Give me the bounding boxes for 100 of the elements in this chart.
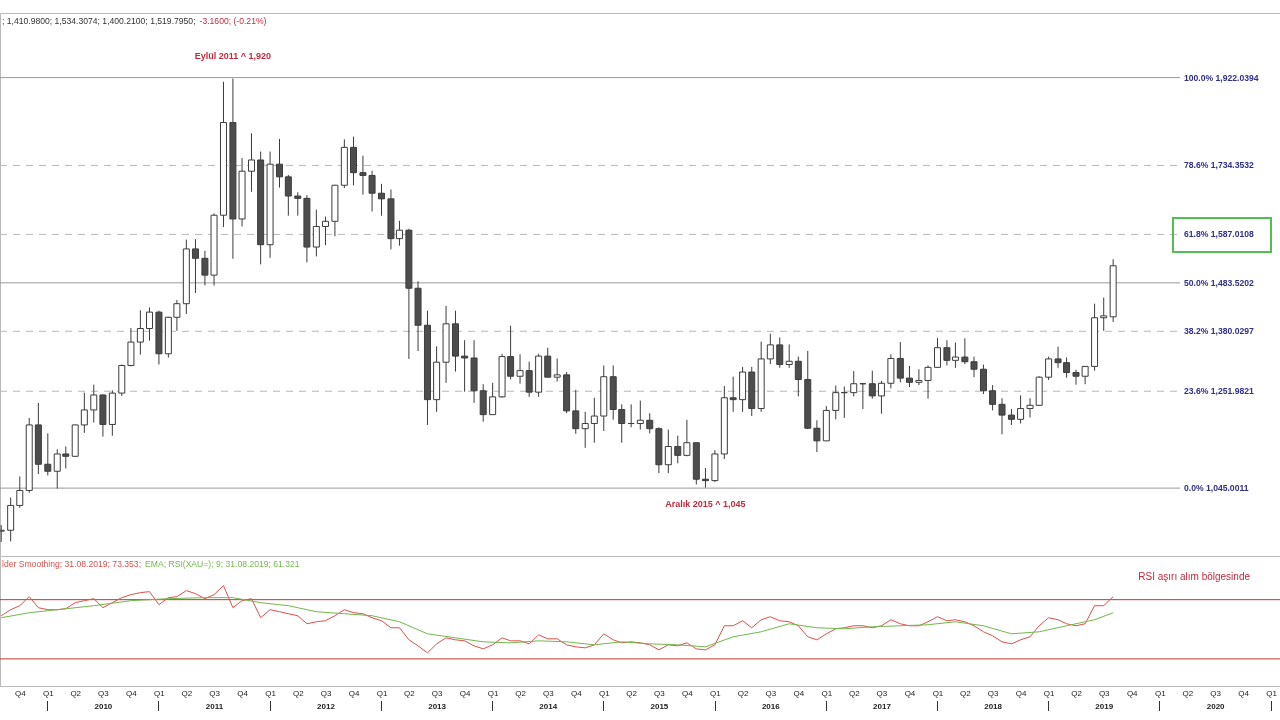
candlestick	[933, 337, 941, 368]
x-tick-label: Q4	[570, 688, 583, 698]
x-tick-label: Q4	[904, 688, 916, 698]
candlestick	[664, 429, 672, 474]
x-tick-label: Q4	[1126, 688, 1139, 698]
x-tick-label: Q4	[793, 688, 805, 698]
x-tick-label: Q2	[404, 688, 416, 698]
candlestick	[877, 380, 885, 415]
candlestick	[146, 306, 153, 342]
candlestick	[525, 361, 533, 398]
x2-tick-label: 2010	[94, 701, 113, 711]
annotation: Eylül 2011 ^ 1,920	[194, 50, 272, 61]
candlestick	[674, 435, 682, 464]
candlestick	[544, 347, 552, 378]
candlestick	[998, 397, 1006, 435]
x-tick-label: Q1	[1154, 688, 1167, 698]
candlestick	[479, 383, 487, 423]
x-tick-label: Q1	[376, 688, 388, 698]
x-tick-label: Q1	[487, 688, 500, 698]
ref-line-label: 50.0% 1,483.5202	[1184, 277, 1254, 288]
candlestick	[378, 183, 385, 217]
x-tick-label: Q1	[598, 688, 611, 698]
x2-tick-label: 2013	[428, 701, 447, 711]
candlestick	[294, 191, 302, 217]
x-tick-label: Q3	[654, 688, 666, 698]
candlestick	[247, 132, 255, 193]
candlestick	[80, 392, 88, 434]
x-tick-label: Q3	[765, 688, 777, 698]
x-tick-label: Q3	[320, 688, 332, 698]
ref-line-label: 0.0% 1,045.0011	[1184, 483, 1249, 494]
x-tick-label: Q3	[542, 688, 555, 698]
text: RSI aşırı alım bölgesinde	[1138, 571, 1250, 582]
x-tick-label: Q4	[1015, 688, 1027, 698]
candlestick	[766, 333, 774, 365]
candlestick	[553, 357, 561, 382]
candlestick	[90, 384, 98, 424]
x2-tick-label: 2015	[650, 701, 669, 711]
candlestick	[832, 385, 840, 420]
x-tick-label: Q2	[626, 688, 638, 698]
candlestick	[461, 339, 469, 393]
x-tick-label: Q1	[1266, 688, 1278, 698]
candlestick	[850, 370, 858, 397]
x-tick-label: Q4	[459, 688, 472, 698]
candlestick	[276, 138, 284, 189]
x-tick-label: Q4	[1238, 688, 1250, 698]
text: EMA; RSI(XAU=); 9; 31.08.2019; 61.321	[145, 559, 300, 569]
x2-tick-label: 2016	[761, 701, 781, 711]
x2-tick-label: 2014	[539, 701, 558, 711]
candlestick	[16, 475, 24, 509]
candlestick	[1026, 397, 1034, 418]
x-tick-label: Q2	[1071, 688, 1083, 698]
candlestick	[572, 389, 580, 435]
x-tick-label: Q3	[431, 688, 443, 698]
annotation: ; 1,410.9800; 1,534.3074; 1,400.2100; 1,519.7950;	[2, 16, 196, 26]
x-tick-label: Q1	[710, 688, 722, 698]
x2-tick-label: 2019	[1095, 701, 1114, 711]
x-tick-label: Q3	[1210, 688, 1222, 698]
x-tick-label: Q1	[265, 688, 277, 698]
ref-line-label: 23.6% 1,251.9821	[1184, 386, 1254, 397]
x2-tick-label: 2012	[317, 701, 336, 711]
candlestick	[729, 376, 737, 413]
candlestick	[581, 411, 589, 449]
candlestick	[813, 419, 821, 453]
candlestick	[1045, 356, 1053, 381]
x-tick-label: Q3	[98, 688, 110, 698]
candlestick	[989, 384, 997, 411]
candlestick	[590, 397, 598, 444]
x-tick-label: Q1	[821, 688, 833, 698]
candlestick	[979, 364, 987, 395]
annotation: Aralık 2015 ^ 1,045	[665, 499, 746, 510]
x-tick-label: Q1	[154, 688, 166, 698]
text: lder Smoothing; 31.08.2019; 73.353;	[2, 559, 142, 569]
x-tick-label: Q2	[181, 688, 193, 698]
candlestick	[284, 174, 292, 217]
candlestick	[312, 209, 320, 257]
x-tick-label: Q4	[237, 688, 249, 698]
annotation: -3.1600; (-0.21%)	[199, 16, 267, 26]
candlestick	[516, 353, 524, 385]
candlestick	[321, 216, 329, 246]
x-tick-label: Q3	[1098, 688, 1111, 698]
candlestick	[489, 382, 497, 416]
candlestick	[905, 365, 913, 388]
ref-line-label: 38.2% 1,380.0297	[1184, 326, 1254, 337]
ref-line-label: 78.6% 1,734.3532	[1184, 160, 1254, 171]
x-tick-label: Q4	[348, 688, 360, 698]
x-tick-label: Q4	[682, 688, 694, 698]
candlestick	[127, 327, 135, 367]
candlestick	[646, 412, 654, 434]
x2-tick-label: 2017	[873, 701, 892, 711]
x2-tick-label: 2020	[1206, 701, 1226, 711]
x-tick-label: Q3	[987, 688, 999, 698]
x-tick-label: Q1	[1043, 688, 1055, 698]
candlestick	[683, 419, 691, 457]
x-tick-label: Q1	[42, 688, 55, 698]
candlestick	[1017, 394, 1025, 425]
x-tick-label: Q2	[292, 688, 305, 698]
x-tick-label: Q3	[876, 688, 888, 698]
candlestick	[794, 356, 802, 397]
x-tick-label: Q2	[848, 688, 861, 698]
x-tick-label: Q2	[960, 688, 972, 698]
